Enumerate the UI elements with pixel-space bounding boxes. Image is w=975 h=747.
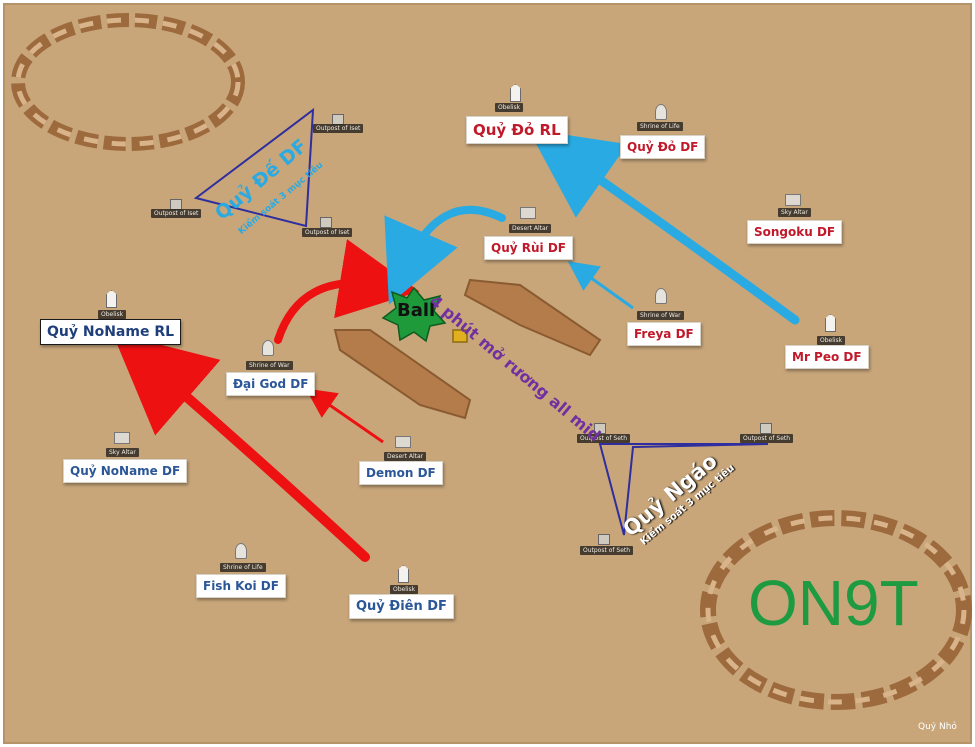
label-dai-god-df: Đại God DF xyxy=(226,372,316,396)
label-quy-noname-df: Quỷ NoName DF xyxy=(63,459,188,483)
structure-caption: Outpost of Iset xyxy=(302,228,353,237)
label-freya-df: Freya DF xyxy=(627,322,701,346)
structure-caption: Desert Altar xyxy=(509,224,552,233)
shrine-icon xyxy=(235,543,247,559)
altar-icon xyxy=(395,436,411,448)
structure-caption: Obelisk xyxy=(98,310,127,319)
structure-caption: Outpost of Seth xyxy=(740,434,794,443)
blue-curved-arrow-to-ball xyxy=(384,205,506,305)
ball-star-icon xyxy=(381,286,447,343)
structure-caption: Sky Altar xyxy=(778,208,811,217)
shrine-icon xyxy=(262,340,274,356)
red-arrow-to-dai-god xyxy=(305,388,384,444)
ball-label: Ball xyxy=(397,300,436,321)
shrine-icon xyxy=(655,288,667,304)
blue-arrow-to-quy-rui xyxy=(567,261,634,310)
label-quy-do-df: Quỷ Đỏ DF xyxy=(620,135,706,159)
altar-icon xyxy=(114,432,130,444)
treasure-chest-icon xyxy=(452,329,468,343)
structure-caption: Outpost of Seth xyxy=(577,434,631,443)
structure-caption: Obelisk xyxy=(495,103,524,112)
label-demon-df: Demon DF xyxy=(359,461,443,485)
left-control-triangle xyxy=(193,107,315,228)
blue-arrow-to-quy-do-rl xyxy=(528,129,800,325)
obelisk-icon xyxy=(106,290,117,308)
label-quy-rui-df: Quỷ Rùi DF xyxy=(484,236,573,260)
right-control-triangle xyxy=(598,443,769,536)
structure-caption: Outpost of Iset xyxy=(313,124,364,133)
structure-caption: Desert Altar xyxy=(384,452,427,461)
altar-icon xyxy=(785,194,801,206)
label-mr-peo-df: Mr Peo DF xyxy=(785,345,869,369)
top-left-rock-ring xyxy=(11,13,245,151)
outpost-icon xyxy=(598,534,610,545)
structure-caption: Outpost of Seth xyxy=(580,546,634,555)
outpost-icon xyxy=(594,423,606,434)
structure-caption: Obelisk xyxy=(390,585,419,594)
structure-caption: Shrine of Life xyxy=(637,122,683,131)
red-arrow-to-noname-rl xyxy=(112,332,370,562)
structure-caption: Shrine of Life xyxy=(220,563,266,572)
structure-caption: Obelisk xyxy=(817,336,846,345)
label-songoku-df: Songoku DF xyxy=(747,220,843,244)
altar-icon xyxy=(520,207,536,219)
bottom-right-rock-ring xyxy=(700,510,972,710)
obelisk-icon xyxy=(510,84,521,102)
label-quy-noname-rl: Quỷ NoName RL xyxy=(40,319,182,345)
label-quy-do-rl: Quỷ Đỏ RL xyxy=(466,116,568,144)
structure-caption: Outpost of Iset xyxy=(151,209,202,218)
label-fish-koi-df: Fish Koi DF xyxy=(196,574,286,598)
shrine-icon xyxy=(655,104,667,120)
brand-logo: ON9T xyxy=(748,567,919,639)
red-curved-arrow-to-ball xyxy=(274,239,420,344)
obelisk-icon xyxy=(825,314,836,332)
structure-caption: Sky Altar xyxy=(106,448,139,457)
structure-caption: Shrine of War xyxy=(246,361,293,370)
center-ruins xyxy=(333,278,602,420)
credit-text: Quỷ Nhỏ xyxy=(918,722,957,732)
structure-caption: Shrine of War xyxy=(637,311,684,320)
outpost-icon xyxy=(760,423,772,434)
outpost-icon xyxy=(320,217,332,228)
label-quy-dien-df: Quỷ Điên DF xyxy=(349,594,454,619)
obelisk-icon xyxy=(398,565,409,583)
